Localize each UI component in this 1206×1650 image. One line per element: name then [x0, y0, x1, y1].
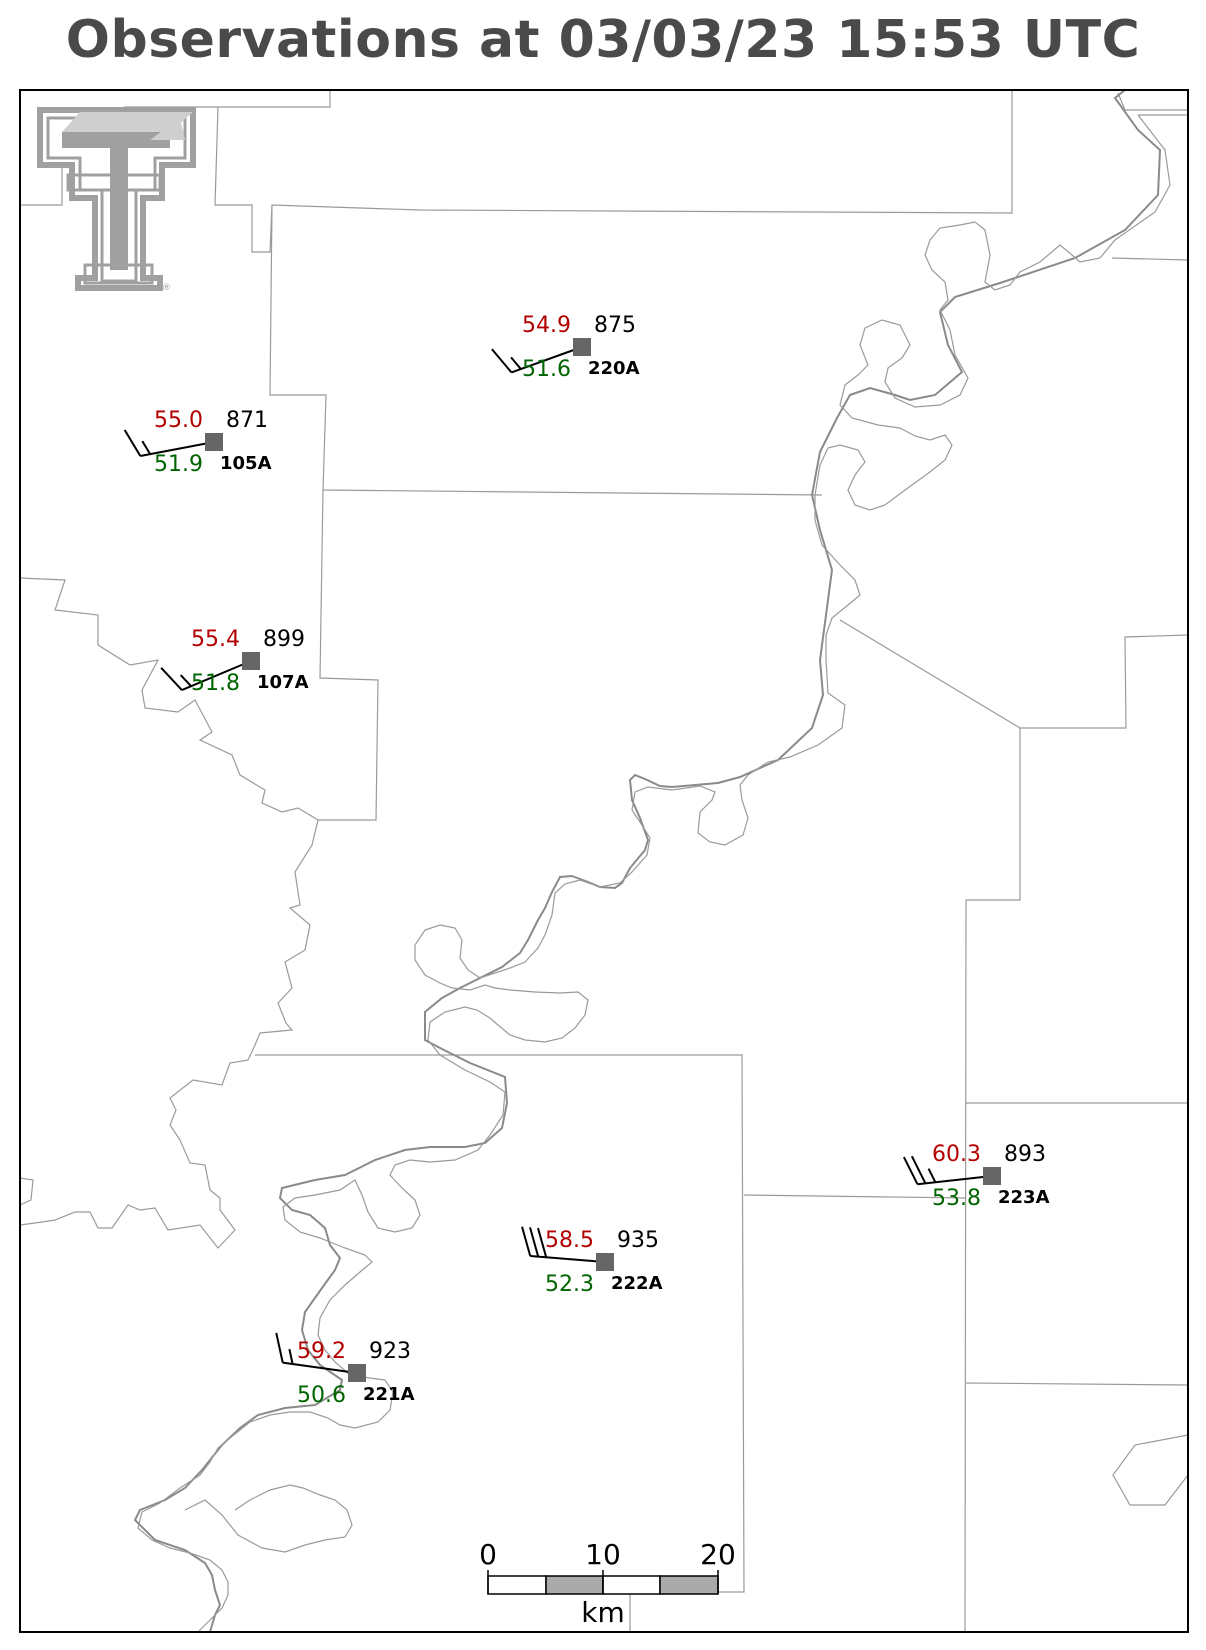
station-plot-107a[interactable]: 55.4 51.8 899 107A	[160, 627, 309, 696]
station-plot-223a[interactable]: 60.3 53.8 893 223A	[903, 1142, 1050, 1211]
temperature-label: 55.4	[191, 627, 240, 652]
station-layer: 54.9 51.6 875 220A 55.0 51.9 871 105A 55.4 51.8 89…	[123, 313, 1050, 1408]
station-plot-220a[interactable]: 54.9 51.6 875 220A	[491, 313, 640, 382]
station-id-label: 107A	[257, 672, 309, 693]
station-id-label: 220A	[588, 358, 640, 379]
scale-bar: 0 10 20 km	[479, 1538, 736, 1629]
scale-unit: km	[581, 1596, 625, 1629]
river	[133, 89, 1171, 1633]
wind-barb	[123, 429, 215, 457]
wind-barb	[521, 1226, 606, 1263]
scale-tick-0: 0	[479, 1538, 497, 1571]
temperature-label: 58.5	[545, 1228, 594, 1253]
wind-barb	[275, 1332, 358, 1374]
pressure-label: 923	[369, 1339, 411, 1364]
dewpoint-label: 52.3	[545, 1272, 594, 1297]
pressure-label: 893	[1004, 1142, 1046, 1167]
dewpoint-label: 50.6	[297, 1383, 346, 1408]
station-id-label: 223A	[998, 1187, 1050, 1208]
scale-segment-3	[602, 1575, 661, 1595]
station-id-label: 221A	[363, 1384, 415, 1405]
dewpoint-label: 51.6	[522, 357, 571, 382]
scale-segment-2	[545, 1575, 604, 1595]
station-marker	[573, 338, 591, 356]
scale-segment-1	[487, 1575, 547, 1595]
temperature-label: 54.9	[522, 313, 571, 338]
registered-mark: ®	[162, 283, 171, 293]
station-marker	[596, 1253, 614, 1271]
pressure-label: 899	[263, 627, 305, 652]
scale-tick-20: 20	[700, 1538, 736, 1571]
dewpoint-label: 51.9	[154, 452, 203, 477]
wind-barb	[491, 346, 583, 374]
station-marker	[205, 433, 223, 451]
station-plot-221a[interactable]: 59.2 50.6 923 221A	[275, 1332, 415, 1408]
pressure-label: 935	[617, 1228, 659, 1253]
station-id-label: 222A	[611, 1273, 663, 1294]
dewpoint-label: 51.8	[191, 671, 240, 696]
scale-segment-4	[659, 1575, 719, 1595]
map-frame	[19, 89, 1189, 1633]
wind-barb	[160, 660, 252, 691]
scale-tick-10: 10	[585, 1538, 621, 1571]
map-title: Observations at 03/03/23 15:53 UTC	[65, 10, 1141, 70]
pressure-label: 871	[226, 408, 268, 433]
temperature-label: 59.2	[297, 1339, 346, 1364]
station-plot-222a[interactable]: 58.5 52.3 935 222A	[521, 1226, 663, 1297]
texas-tech-double-t-logo: ®	[37, 107, 196, 293]
station-marker	[983, 1167, 1001, 1185]
station-marker	[348, 1364, 366, 1382]
station-plot-105a[interactable]: 55.0 51.9 871 105A	[123, 408, 272, 477]
wind-barb	[903, 1155, 993, 1186]
county-boundaries	[19, 90, 1189, 1633]
station-marker	[242, 652, 260, 670]
dewpoint-label: 53.8	[932, 1186, 981, 1211]
pressure-label: 875	[594, 313, 636, 338]
station-id-label: 105A	[220, 453, 272, 474]
temperature-label: 60.3	[932, 1142, 981, 1167]
temperature-label: 55.0	[154, 408, 203, 433]
